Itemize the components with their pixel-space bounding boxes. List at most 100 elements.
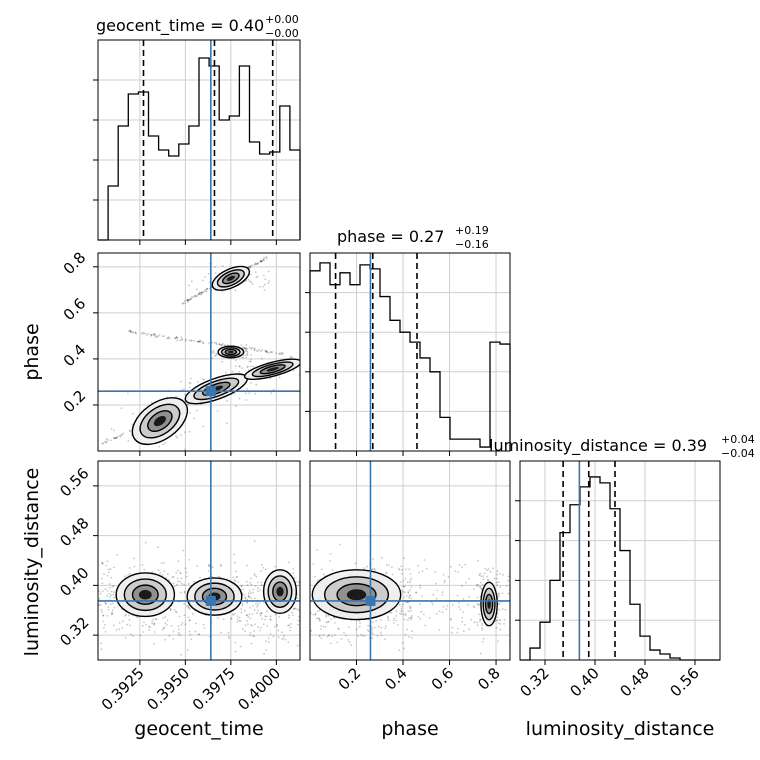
sample-point-geocent-time-luminosity-distance-351: [284, 638, 287, 641]
sample-point-geocent-time-phase-397: [304, 357, 306, 359]
sample-point-geocent-time-luminosity-distance-260: [107, 568, 110, 571]
sample-point-geocent-time-luminosity-distance-158: [183, 602, 186, 605]
title-luminosity-distance-sub: −0.04: [721, 447, 755, 460]
sample-point-geocent-time-luminosity-distance-218: [250, 597, 253, 600]
sample-point-geocent-time-luminosity-distance-258: [230, 618, 233, 620]
sample-point-geocent-time-phase-630: [189, 412, 192, 414]
sample-point-phase-luminosity-distance-539: [372, 558, 375, 560]
sample-point-geocent-time-luminosity-distance-192: [152, 618, 155, 621]
truth-marker-phase-luminosity-distance: [365, 595, 376, 606]
sample-point-geocent-time-phase-335: [260, 259, 262, 262]
sample-point-phase-luminosity-distance-353: [458, 606, 460, 608]
sample-point-phase-luminosity-distance-59: [496, 616, 499, 619]
sample-point-geocent-time-phase-258: [289, 355, 292, 358]
sample-point-geocent-time-phase-280: [253, 347, 255, 350]
sample-point-geocent-time-phase-259: [129, 330, 132, 333]
sample-point-geocent-time-phase-211: [197, 340, 200, 343]
sample-point-phase-luminosity-distance-199: [442, 606, 445, 608]
sample-point-geocent-time-phase-460: [216, 410, 219, 412]
sample-point-geocent-time-phase-148: [202, 342, 205, 344]
sample-point-phase-luminosity-distance-648: [320, 637, 323, 639]
sample-point-geocent-time-phase-94: [141, 331, 144, 334]
sample-point-phase-luminosity-distance-505: [406, 619, 409, 621]
sample-point-geocent-time-phase-576: [270, 392, 273, 395]
sample-point-geocent-time-phase-106: [282, 352, 285, 355]
sample-point-phase-luminosity-distance-1: [425, 567, 428, 570]
sample-point-phase-luminosity-distance-378: [436, 589, 439, 592]
sample-point-geocent-time-phase-533: [254, 271, 257, 274]
sample-point-geocent-time-luminosity-distance-79: [163, 627, 166, 629]
xtick-label-luminosity-distance-3: 0.56: [666, 664, 702, 700]
sample-point-phase-luminosity-distance-573: [385, 563, 388, 566]
sample-point-geocent-time-luminosity-distance-108: [131, 635, 134, 637]
sample-point-geocent-time-luminosity-distance-195: [196, 565, 199, 568]
sample-point-geocent-time-phase-28: [215, 343, 218, 346]
sample-point-phase-luminosity-distance-200: [483, 572, 486, 575]
sample-point-geocent-time-phase-369: [241, 356, 244, 359]
sample-point-geocent-time-phase-395: [127, 439, 130, 442]
sample-point-geocent-time-phase-487: [318, 368, 320, 370]
sample-point-geocent-time-luminosity-distance-252: [173, 608, 176, 611]
sample-point-geocent-time-phase-134: [186, 299, 189, 302]
sample-point-phase-luminosity-distance-356: [367, 624, 370, 627]
sample-point-geocent-time-luminosity-distance-596: [110, 590, 113, 593]
sample-point-phase-luminosity-distance-315: [371, 637, 374, 640]
sample-point-geocent-time-phase-112: [175, 336, 178, 339]
sample-point-geocent-time-phase-568: [245, 279, 248, 282]
sample-point-geocent-time-phase-304: [218, 343, 221, 345]
title-phase: phase = 0.27: [337, 227, 444, 246]
sample-point-phase-luminosity-distance-634: [317, 617, 320, 620]
sample-point-geocent-time-phase-247: [265, 351, 267, 353]
sample-point-geocent-time-phase-199: [175, 336, 178, 338]
sample-point-geocent-time-phase-578: [221, 265, 224, 267]
sample-point-geocent-time-luminosity-distance-610: [178, 628, 180, 631]
sample-point-geocent-time-luminosity-distance-42: [235, 576, 238, 578]
sample-point-phase-luminosity-distance-212: [478, 574, 481, 577]
sample-point-geocent-time-luminosity-distance-281: [103, 626, 105, 629]
sample-point-geocent-time-luminosity-distance-511: [266, 610, 268, 613]
sample-point-geocent-time-luminosity-distance-546: [157, 546, 159, 549]
sample-point-phase-luminosity-distance-584: [331, 569, 334, 572]
sample-point-geocent-time-phase-173: [255, 262, 258, 265]
sample-point-geocent-time-luminosity-distance-231: [111, 612, 114, 615]
sample-point-geocent-time-phase-428: [248, 280, 251, 283]
xtick-label-geocent-time-1: 0.3950: [143, 664, 193, 714]
sample-point-phase-luminosity-distance-328: [355, 628, 358, 631]
sample-point-geocent-time-phase-469: [246, 351, 249, 353]
sample-point-geocent-time-luminosity-distance-420: [252, 588, 255, 591]
sample-point-geocent-time-phase-597: [312, 369, 314, 371]
sample-point-phase-luminosity-distance-333: [479, 652, 482, 655]
ylabel-phase: phase: [21, 323, 43, 380]
sample-point-geocent-time-phase-340: [246, 347, 249, 350]
sample-point-geocent-time-luminosity-distance-289: [234, 650, 237, 653]
sample-point-geocent-time-luminosity-distance-296: [249, 607, 252, 609]
sample-point-geocent-time-luminosity-distance-607: [161, 628, 164, 631]
sample-point-geocent-time-phase-345: [115, 437, 118, 439]
sample-point-geocent-time-phase-575: [120, 407, 123, 409]
sample-point-phase-luminosity-distance-163: [403, 647, 405, 650]
sample-point-phase-luminosity-distance-7: [318, 609, 321, 612]
sample-point-geocent-time-luminosity-distance-268: [113, 606, 116, 609]
sample-point-geocent-time-luminosity-distance-643: [293, 577, 296, 579]
sample-point-phase-luminosity-distance-525: [409, 594, 412, 597]
sample-point-geocent-time-luminosity-distance-562: [129, 567, 132, 569]
sample-point-geocent-time-luminosity-distance-499: [169, 609, 172, 612]
sample-point-geocent-time-luminosity-distance-508: [133, 557, 136, 560]
sample-point-geocent-time-phase-629: [215, 354, 217, 357]
sample-point-phase-luminosity-distance-28: [408, 617, 410, 620]
sample-point-geocent-time-luminosity-distance-558: [220, 564, 223, 567]
sample-point-phase-luminosity-distance-143: [320, 568, 323, 571]
sample-point-geocent-time-luminosity-distance-627: [186, 649, 189, 651]
sample-point-phase-luminosity-distance-582: [482, 575, 484, 578]
sample-point-geocent-time-phase-450: [175, 435, 178, 438]
sample-point-geocent-time-phase-448: [214, 272, 217, 275]
sample-point-geocent-time-phase-166: [198, 341, 201, 343]
sample-point-phase-luminosity-distance-552: [391, 573, 394, 576]
sample-point-geocent-time-luminosity-distance-574: [287, 641, 290, 644]
sample-point-geocent-time-phase-190: [161, 335, 164, 337]
sample-point-geocent-time-phase-341: [254, 263, 257, 266]
sample-point-geocent-time-luminosity-distance-598: [244, 596, 247, 599]
sample-point-phase-luminosity-distance-461: [419, 617, 422, 620]
sample-point-geocent-time-phase-1: [180, 338, 183, 341]
sample-point-phase-luminosity-distance-109: [467, 604, 470, 606]
